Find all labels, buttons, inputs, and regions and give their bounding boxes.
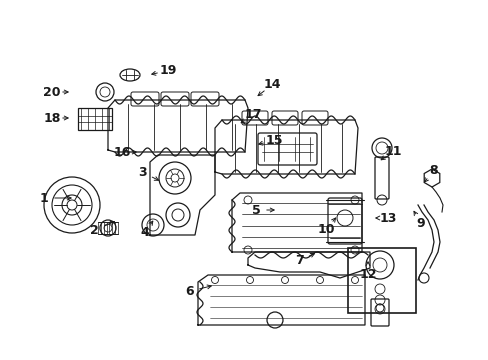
- Text: 2: 2: [90, 224, 99, 237]
- Text: 12: 12: [359, 267, 376, 280]
- Text: 4: 4: [140, 226, 149, 239]
- Text: 11: 11: [384, 145, 401, 158]
- Text: 10: 10: [317, 223, 334, 236]
- Text: 15: 15: [264, 134, 282, 147]
- Text: 6: 6: [184, 285, 193, 298]
- Text: 16: 16: [113, 145, 130, 158]
- Text: 14: 14: [264, 78, 281, 91]
- Text: 18: 18: [43, 112, 61, 125]
- Text: 5: 5: [251, 203, 260, 216]
- Text: 3: 3: [138, 166, 147, 179]
- Text: 13: 13: [379, 212, 396, 225]
- Text: 9: 9: [416, 217, 425, 230]
- Text: 20: 20: [43, 86, 61, 99]
- Text: 17: 17: [244, 108, 261, 121]
- Text: 7: 7: [295, 254, 304, 267]
- Text: 19: 19: [159, 64, 176, 77]
- Text: 1: 1: [40, 192, 48, 204]
- Text: 8: 8: [428, 164, 437, 177]
